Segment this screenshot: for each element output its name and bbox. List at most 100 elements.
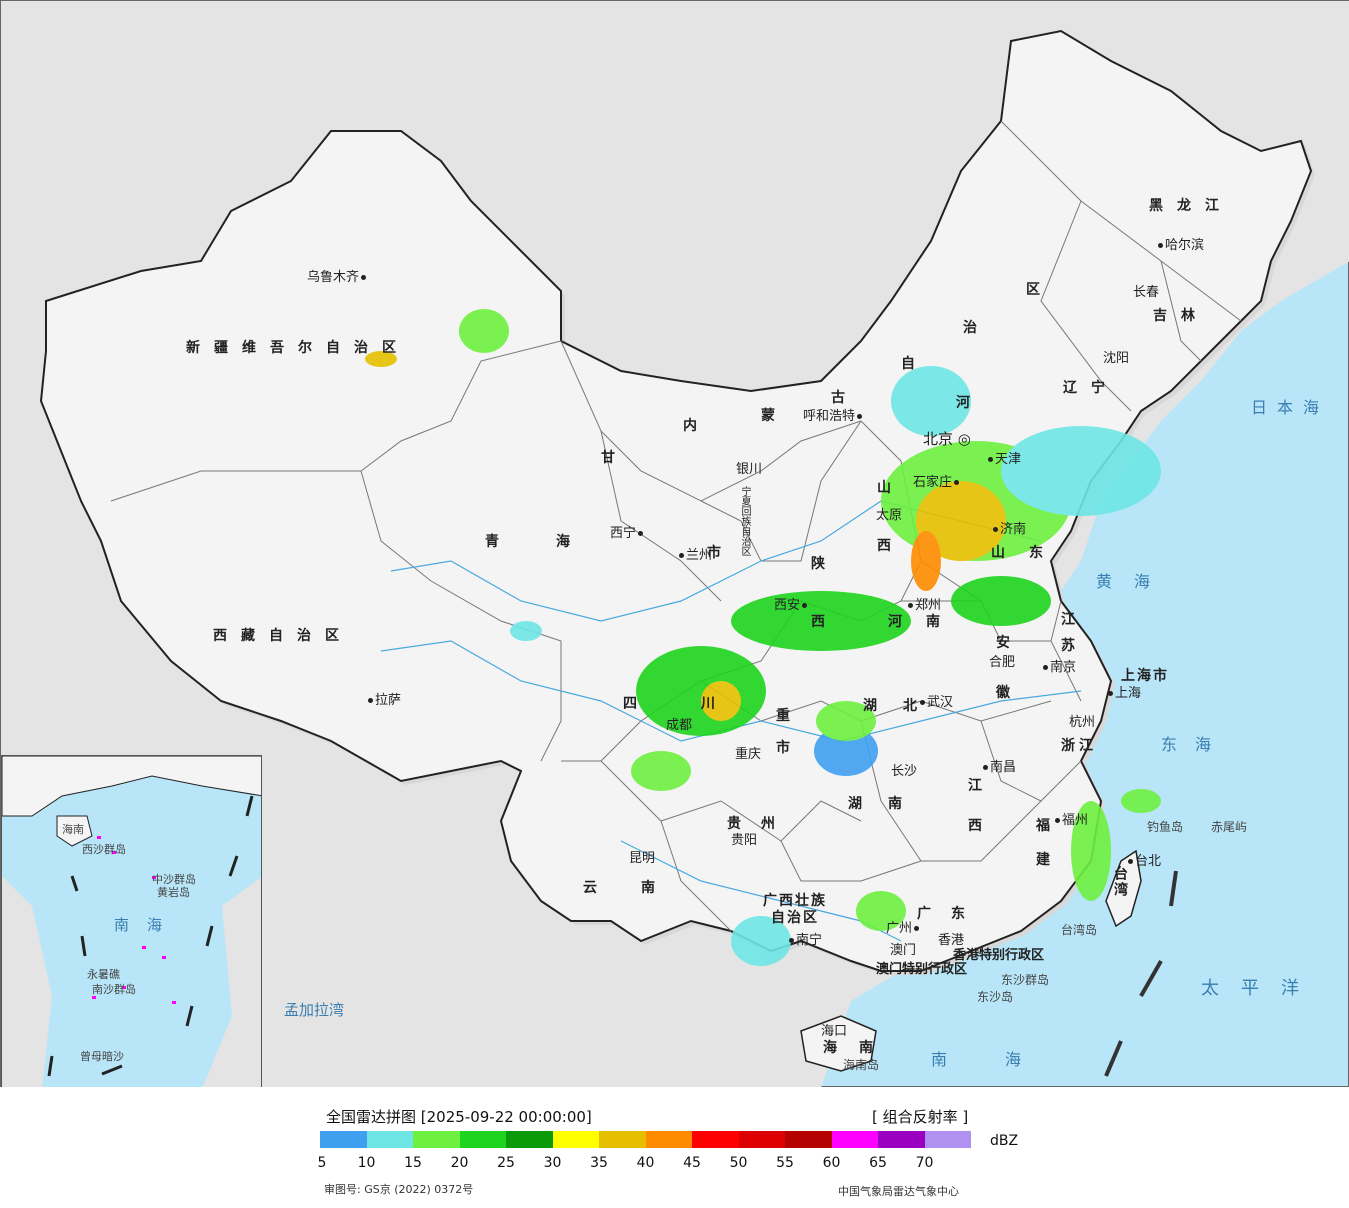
label-hainan-2: 南 [859,1040,887,1056]
city-tianjin: 天津 [986,453,1021,466]
label-henan-2: 南 [926,614,954,630]
label-hunan-2: 南 [888,796,916,812]
city-fuzhou: 福州 [1053,814,1088,827]
scale-tick: 65 [869,1155,887,1171]
inset-zhongsha: 中沙群岛 [152,873,196,886]
scale-swatch [645,1131,692,1148]
label-xizang: 西藏自治区 [213,628,353,644]
city-hefei: 合肥 [989,655,1016,670]
label-jiangxi-1: 江 [968,778,996,794]
scale-swatch [738,1131,785,1148]
map-basemap [1,1,1349,1088]
label-guizhou: 贵州 [727,816,795,832]
label-hainan-1: 海 [823,1040,851,1056]
inset-hainan: 海南 [62,823,84,836]
island-taiwan: 台湾岛 [1061,923,1098,937]
inset-nansha: 南沙群岛 [92,983,136,996]
city-changchun: 长春 [1133,285,1160,300]
label-neimenggu-2: 蒙 [761,408,789,424]
label-neimenggu-3: 古 [831,390,859,406]
label-jilin: 吉林 [1153,308,1209,324]
label-macao-sar: 澳门特别行政区 [876,962,968,977]
city-yinchuan: 银川 [736,462,763,477]
label-chongqing-3: 市 [776,740,804,756]
label-henan-1: 河 [888,614,916,630]
city-taiyuan: 太原 [876,508,903,523]
scale-swatch [878,1131,925,1148]
city-chongqing: 重庆 [735,747,762,762]
scale-swatch [506,1131,553,1148]
label-hebei: 河 [956,395,984,411]
scale-tick: 20 [450,1155,469,1171]
label-sichuan-1: 四 [623,696,651,712]
inset-sea: 南海 [114,916,181,934]
label-shanxi-2: 西 [877,538,905,554]
south-china-sea-inset: 海南 西沙群岛 中沙群岛 黄岩岛 南海 永暑礁 南沙群岛 曾母暗沙 [1,755,262,1088]
scale-tick: 40 [636,1155,655,1171]
city-guiyang: 贵阳 [731,833,758,848]
label-heilongjiang: 黑龙江 [1149,198,1233,214]
scale-tick: 60 [822,1155,841,1171]
label-zhejiang: 浙江 [1061,738,1097,754]
scale-swatch [599,1131,646,1148]
agency-name: 中国气象局雷达气象中心 [838,1185,959,1198]
scale-tick: 45 [683,1155,701,1171]
city-guangzhou: 广州 [886,922,921,935]
map-title: 全国雷达拼图 [2025-09-22 00:00:00] [326,1108,592,1126]
scale-swatch [366,1131,413,1148]
inset-yongshu: 永暑礁 [87,968,120,981]
label-jiangsu-1: 江 [1061,612,1089,628]
label-liaoning: 辽宁 [1063,380,1119,396]
label-shanghai: 上海市 [1121,668,1169,684]
city-xian: 西安 [774,599,809,612]
city-urumqi: 乌鲁木齐 [307,271,368,284]
label-neimenggu-1: 内 [683,418,711,434]
label-ningxia: 宁夏回族自治区 [739,486,750,556]
island-hainan: 海南岛 [843,1058,880,1072]
city-changsha: 长沙 [891,764,918,779]
scale-swatch [552,1131,599,1148]
inset-huangyan: 黄岩岛 [157,886,190,899]
label-shanxi-1: 山 [877,480,905,496]
city-wuhan: 武汉 [918,696,953,709]
radar-map: 新疆维吾尔自治区 西藏自治区 青 海 甘 内 蒙 古 自 治 区 黑龙江 吉林 … [0,0,1349,1088]
label-yunnan-2: 南 [641,880,669,896]
label-guangxi-1: 广西壮族 [763,893,827,909]
label-shandong-2: 东 [1029,545,1057,561]
label-xinjiang: 新疆维吾尔自治区 [186,340,410,356]
sea-pacific: 太平洋 [1201,978,1321,999]
city-shijiazhuang: 石家庄 [913,476,961,489]
label-guangxi-2: 自治区 [771,910,819,926]
label-jiangsu-2: 苏 [1061,638,1089,654]
label-shandong-1: 山 [991,545,1019,561]
label-zhi: 治 [963,320,991,336]
label-chongqing-1: 重 [776,708,804,724]
scale-tick: 15 [404,1155,422,1171]
city-harbin: 哈尔滨 [1156,239,1204,252]
unit-label: dBZ [990,1133,1019,1149]
city-nanchang: 南昌 [981,761,1016,774]
label-gansu-shi: 市 [707,545,735,561]
label-hubei-1: 湖 [863,698,891,714]
scale-tick: 25 [497,1155,515,1171]
island-dongsha-group: 东沙群岛 [1001,973,1050,987]
city-lhasa: 拉萨 [366,694,401,707]
city-zhengzhou: 郑州 [906,599,941,612]
label-anhui-2: 徽 [996,685,1024,701]
city-hongkong: 香港 [938,933,965,948]
city-hangzhou: 杭州 [1069,715,1096,730]
sea-yellow: 黄海 [1096,572,1173,591]
label-taiwan: 台湾 [1112,866,1128,898]
scale-swatch [785,1131,832,1148]
label-qinghai-2: 海 [556,534,584,550]
city-shanghai: 上海 [1106,687,1141,700]
scale-swatch [413,1131,460,1148]
scale-tick: 55 [776,1155,794,1171]
label-fujian-1: 福 [1036,818,1064,834]
approval-number: 审图号: GS京 (2022) 0372号 [324,1183,474,1196]
inset-zengmu: 曾母暗沙 [80,1050,124,1063]
label-guangdong: 广东 [917,906,985,922]
scale-swatch [831,1131,878,1148]
city-beijing: 北京 ◎ [923,430,971,448]
city-hohhot: 呼和浩特 [803,410,864,423]
